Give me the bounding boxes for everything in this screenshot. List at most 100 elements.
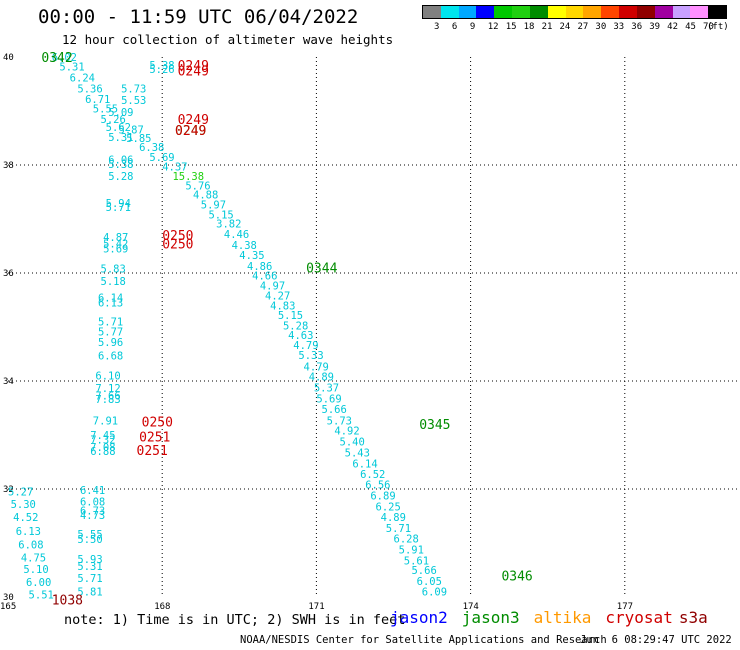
wave-height-value: 4.35 (239, 250, 264, 262)
footer-credit: NOAA/NESDIS Center for Satellite Applica… (240, 634, 607, 646)
wave-height-value: 6.13 (98, 298, 123, 310)
legend-item-jason2: jason2 (390, 608, 448, 627)
wave-height-value: 6.06 (108, 155, 133, 167)
wave-height-value: 4.73 (80, 510, 105, 522)
wave-height-value: 6.89 (370, 490, 395, 502)
colorbar-swatch (494, 6, 513, 18)
colorbar-tick-label: 3 (433, 22, 440, 32)
wave-height-value: 3.82 (216, 218, 241, 230)
wave-height-value: 4.38 (232, 240, 257, 252)
track-time-label: 0249 (175, 124, 206, 139)
wave-height-value: 5.10 (23, 564, 48, 576)
wave-height-value: 6.08 (80, 496, 105, 508)
wave-height-value: 5.28 (108, 171, 133, 183)
wave-height-value: 5.33 (298, 350, 323, 362)
latitude-tick-label: 34 (3, 377, 14, 387)
track-time-label: 0250 (142, 416, 173, 431)
colorbar-unit: (ft) (707, 22, 729, 32)
wave-height-value: 7.83 (95, 394, 120, 406)
wave-height-value: 5.31 (108, 132, 133, 144)
colorbar-tick-label: 15 (505, 22, 517, 32)
wave-height-value: 5.71 (106, 202, 131, 214)
track-time-label: 0249 (178, 65, 209, 80)
longitude-tick-label: 171 (308, 602, 324, 612)
footer-timestamp: Jun 6 08:29:47 UTC 2022 (580, 634, 732, 646)
colorbar-tick-label: 42 (667, 22, 679, 32)
colorbar-tick-label: 33 (613, 22, 625, 32)
wave-height-value: 5.66 (411, 565, 436, 577)
wave-height-value: 6.73 (80, 506, 105, 518)
track-time-label: 0342 (41, 51, 72, 66)
colorbar-swatch (619, 6, 637, 18)
latitude-tick-label: 40 (3, 53, 14, 63)
colorbar-swatch (512, 6, 530, 18)
wave-height-value: 5.36 (77, 83, 102, 95)
wave-height-value: 5.50 (77, 534, 102, 546)
colorbar-tick-label: 9 (469, 22, 476, 32)
track-time-label: 0251 (137, 444, 168, 459)
wave-height-value: 5.73 (121, 83, 146, 95)
wave-height-value: 5.43 (345, 447, 370, 459)
wave-height-value: 4.46 (224, 229, 249, 241)
wave-height-value: 5.28 (283, 320, 308, 332)
wave-height-value: 4.27 (265, 291, 290, 303)
colorbar-tick-label: 18 (523, 22, 535, 32)
longitude-tick-label: 168 (154, 602, 170, 612)
wave-height-value: 6.09 (422, 587, 447, 599)
wave-height-value: 4.52 (13, 512, 38, 524)
wave-height-value: 5.15 (208, 210, 233, 222)
wave-height-value: 5.94 (106, 198, 131, 210)
wave-height-value: 6.14 (352, 459, 377, 471)
wave-height-value: 5.62 (106, 122, 131, 134)
track-time-label: 0346 (501, 569, 532, 584)
legend-item-jason3: jason3 (461, 608, 520, 627)
wave-height-value: 6.13 (16, 526, 41, 538)
longitude-tick-label: 165 (0, 602, 16, 612)
footer-note: note: 1) Time is in UTC; 2) SWH is in fe… (64, 612, 406, 628)
track-time-label: 0345 (419, 418, 450, 433)
wave-height-value: 5.85 (126, 133, 151, 145)
wave-height-value: 5.81 (77, 587, 102, 599)
wave-height-value: 7.12 (95, 383, 120, 395)
wave-height-value: 5.51 (29, 589, 54, 601)
wave-height-value: 5.69 (149, 152, 174, 164)
wave-height-value: 7.66 (95, 391, 120, 403)
wave-height-value: 5.38 (108, 159, 133, 171)
wave-height-value: 6.02 (52, 52, 77, 64)
wave-height-value: 4.75 (21, 553, 46, 565)
colorbar-tick-label: 27 (577, 22, 589, 32)
wave-height-value: 7.08 (90, 442, 115, 454)
wave-height-value: 5.18 (101, 276, 126, 288)
wave-height-value: 4.37 (162, 162, 187, 174)
wave-height-value: 5.30 (11, 499, 36, 511)
legend-item-cryosat: cryosat (605, 608, 673, 627)
colorbar-tick-label: 21 (541, 22, 553, 32)
colorbar-swatch (565, 6, 584, 18)
wave-height-value: 5.69 (316, 393, 341, 405)
map-subtitle: 12 hour collection of altimeter wave hei… (62, 32, 394, 47)
wave-height-value: 5.26 (149, 64, 174, 76)
wave-height-value: 7.45 (90, 430, 115, 442)
colorbar-swatch (440, 6, 459, 18)
wave-height-value: 5.40 (340, 436, 365, 448)
colorbar-tick-label: 24 (559, 22, 571, 32)
colorbar-tick-label: 6 (451, 22, 458, 32)
latitude-tick-label: 32 (3, 485, 14, 495)
wave-height-value: 5.97 (201, 199, 226, 211)
colorbar-tick-label: 36 (631, 22, 643, 32)
wave-height-value: 4.86 (247, 261, 272, 273)
wave-height-value: 6.00 (26, 577, 51, 589)
wave-height-value: 6.56 (365, 480, 390, 492)
wave-height-value: 6.28 (394, 534, 419, 546)
track-time-label: 0250 (162, 229, 193, 244)
wave-height-value: 4.92 (334, 426, 359, 438)
wave-height-value: 6.25 (376, 501, 401, 513)
colorbar-tick-labels: 3 6 9 12 15 18 21 24 27 30 33 36 39 42 45 70 (ft) (422, 22, 740, 34)
colorbar-tick-label: 70 (703, 22, 714, 32)
wave-height-value: 5.38 (149, 60, 174, 72)
longitude-tick-label: 177 (617, 602, 633, 612)
wave-height-value: 5.73 (327, 415, 352, 427)
longitude-tick-label: 174 (463, 602, 479, 612)
wave-height-value: 5.37 (314, 382, 339, 394)
wave-height-value: 6.41 (80, 485, 105, 497)
